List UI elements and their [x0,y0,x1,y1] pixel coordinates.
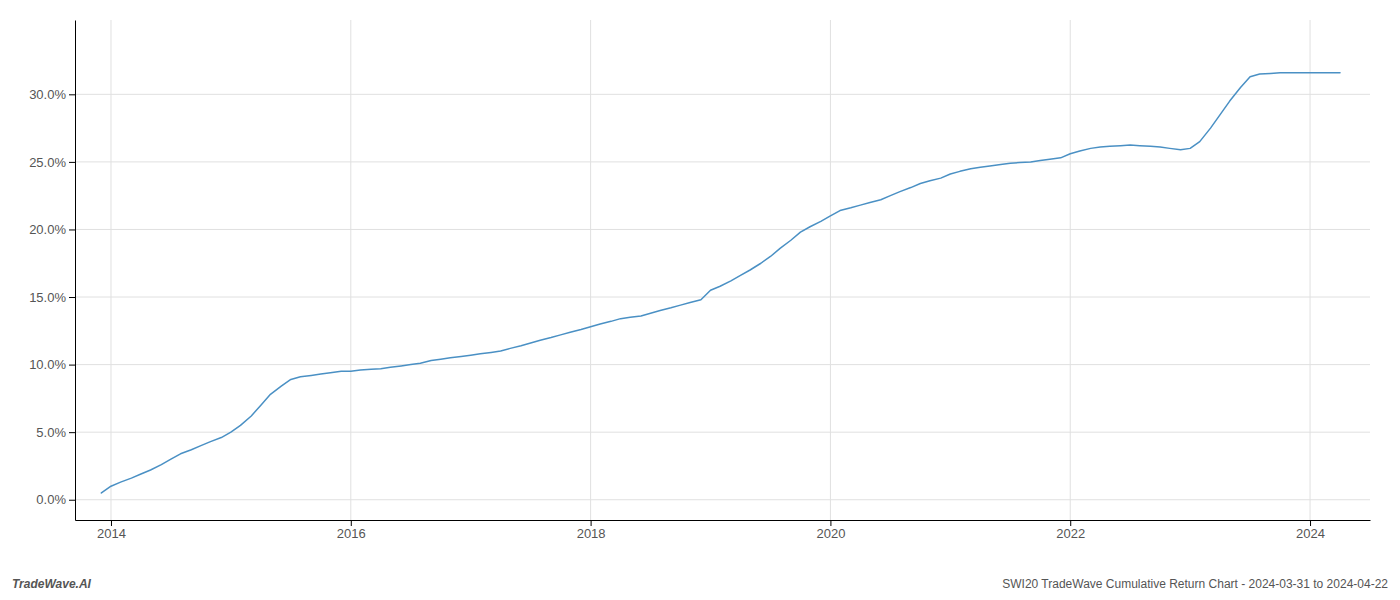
y-grid-line [75,161,1370,162]
line [101,73,1340,493]
x-tick: 2022 [1056,520,1085,541]
y-tick-mark [69,432,75,433]
x-tick-mark [1310,520,1311,526]
footer-left: TradeWave.AI [12,577,92,591]
y-tick: 15.0% [29,290,75,305]
x-grid-line [1310,20,1311,520]
y-tick-label: 30.0% [29,87,66,102]
y-tick-mark [69,94,75,95]
y-tick-mark [69,297,75,298]
x-grid-line [590,20,591,520]
y-tick-label: 20.0% [29,222,66,237]
y-tick-label: 5.0% [36,425,66,440]
y-tick: 5.0% [36,425,75,440]
x-tick-label: 2016 [337,526,366,541]
x-grid-line [1070,20,1071,520]
y-tick-mark [69,229,75,230]
y-tick-label: 25.0% [29,155,66,170]
x-tick: 2014 [97,520,126,541]
x-tick-mark [830,520,831,526]
y-tick: 0.0% [36,492,75,507]
y-grid-line [75,499,1370,500]
x-tick-label: 2014 [97,526,126,541]
x-tick-mark [591,520,592,526]
x-tick-mark [111,520,112,526]
y-axis: 0.0% 5.0% 10.0% 15.0% 20.0% 25.0% 30.0% [29,21,75,521]
y-tick-mark [69,500,75,501]
x-grid-line [110,20,111,520]
plot-area: 2014 2016 2018 2020 2022 2024 0.0% 5.0% 10.0% 15.… [29,20,1370,541]
y-tick: 20.0% [29,222,75,237]
x-tick: 2018 [577,520,606,541]
x-tick-mark [351,520,352,526]
x-axis-line [76,520,1371,521]
x-tick-label: 2018 [577,526,606,541]
x-axis: 2014 2016 2018 2020 2022 2024 [76,520,1371,541]
y-axis-line [75,21,76,521]
footer-right: SWI20 TradeWave Cumulative Return Chart … [1002,577,1388,591]
y-grid-line [75,364,1370,365]
x-tick: 2020 [816,520,845,541]
y-tick-label: 15.0% [29,290,66,305]
x-tick-label: 2020 [816,526,845,541]
x-tick: 2016 [337,520,366,541]
y-tick-label: 0.0% [36,492,66,507]
y-grid-line [75,94,1370,95]
y-tick: 10.0% [29,357,75,372]
y-tick-label: 10.0% [29,357,66,372]
y-tick: 30.0% [29,87,75,102]
series-group [101,73,1340,493]
x-tick-label: 2024 [1296,526,1325,541]
grid [75,20,1370,520]
y-grid-line [75,229,1370,230]
y-grid-line [75,297,1370,298]
y-tick: 25.0% [29,155,75,170]
x-grid-line [830,20,831,520]
chart: 2014 2016 2018 2020 2022 2024 0.0% 5.0% 10.0% 15.… [0,0,1400,600]
x-grid-line [350,20,351,520]
x-tick: 2024 [1296,520,1325,541]
y-tick-mark [69,365,75,366]
x-tick-mark [1070,520,1071,526]
x-tick-label: 2022 [1056,526,1085,541]
y-grid-line [75,432,1370,433]
y-tick-mark [69,162,75,163]
